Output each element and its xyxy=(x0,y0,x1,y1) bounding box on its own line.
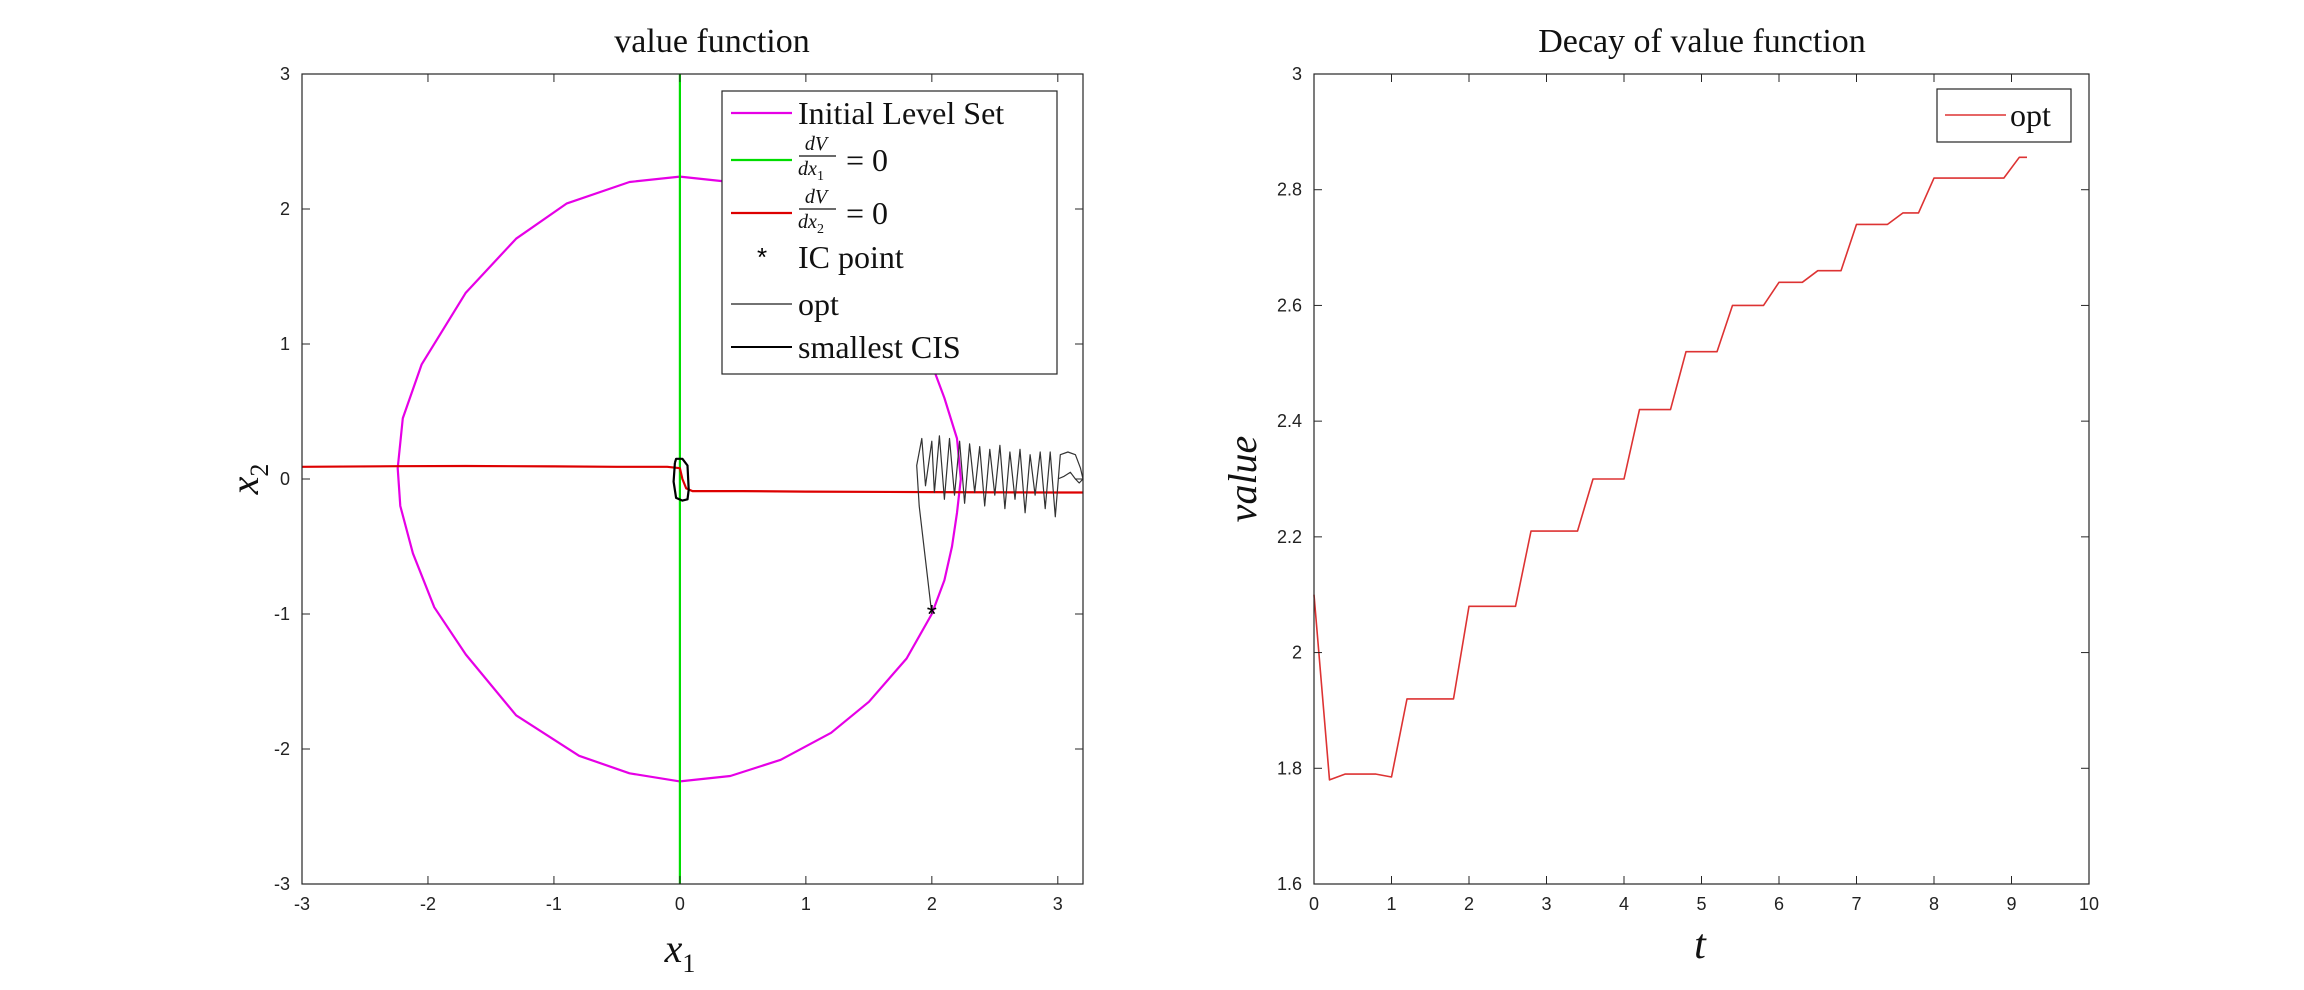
x-tick-label: -2 xyxy=(420,894,436,914)
legend-label-ic-point: IC point xyxy=(798,239,904,275)
y-tick-label: 3 xyxy=(1292,64,1302,84)
plot-area: 0 1 2 3 4 5 6 7 8 9 10 1.6 1.8 2 2.2 2.4 2.6 2.8 3 xyxy=(1277,64,2099,914)
legend-dvdx2-rhs: = 0 xyxy=(846,195,888,231)
decay-of-value-function-chart: Decay of value function 0 1 2 3 4 5 6 7 8 9 10 1.6 1… xyxy=(1220,23,2099,968)
x-tick-label: 9 xyxy=(2006,894,2016,914)
legend-label-opt: opt xyxy=(798,286,839,322)
legend-label-dvdx2: dV dx2 = 0 xyxy=(798,186,888,237)
y-tick-label: -1 xyxy=(274,604,290,624)
x-tick-label: -3 xyxy=(294,894,310,914)
legend-label-initial-level-set: Initial Level Set xyxy=(798,95,1004,131)
x-tick-label: 2 xyxy=(1464,894,1474,914)
series-line-smallest-cis xyxy=(672,457,690,502)
x-tick-label: 3 xyxy=(1053,894,1063,914)
series-group xyxy=(1313,156,2027,781)
series-line-opt xyxy=(1313,156,2027,781)
x-axis-label: x1 xyxy=(664,926,696,978)
x-axis-label: t xyxy=(1694,922,1707,968)
legend-dvdx1-denominator: dx xyxy=(798,158,817,180)
x-tick-label: 10 xyxy=(2079,894,2099,914)
y-tick-label: 2.6 xyxy=(1277,295,1302,315)
y-tick-label: 1.8 xyxy=(1277,758,1302,778)
svg-text:dx2: dx2 xyxy=(798,211,824,237)
x-tick-label: 0 xyxy=(675,894,685,914)
legend-label-dvdx1: dV dx1 = 0 xyxy=(798,133,888,184)
ic-point-marker: * xyxy=(927,599,937,629)
series-line-opt xyxy=(916,435,1084,615)
x-tick-label: -1 xyxy=(546,894,562,914)
svg-text:x2: x2 xyxy=(222,464,274,496)
plot-background xyxy=(1314,74,2089,884)
legend-dvdx2-denominator-sub: 2 xyxy=(817,222,824,237)
y-tick-label: 1 xyxy=(280,334,290,354)
series-line-dv-dx2-0 xyxy=(301,464,1083,494)
legend-label-smallest-cis: smallest CIS xyxy=(798,329,961,365)
y-tick-label: 1.6 xyxy=(1277,874,1302,894)
y-axis-label: value xyxy=(1220,436,1265,523)
x-axis-label-sub: 1 xyxy=(682,949,695,978)
y-axis-label: x2 xyxy=(222,464,274,496)
y-tick-label: -3 xyxy=(274,874,290,894)
legend-label-opt: opt xyxy=(2010,97,2051,133)
y-tick-label: 2 xyxy=(280,199,290,219)
legend-dvdx1-rhs: = 0 xyxy=(846,142,888,178)
x-axis-label-text: x xyxy=(664,926,683,971)
y-tick-label: 2 xyxy=(1292,643,1302,663)
x-tick-label: 8 xyxy=(1929,894,1939,914)
x-tick-label: 2 xyxy=(927,894,937,914)
y-axis-label-sub: 2 xyxy=(245,464,274,477)
y-tick-label: 2.2 xyxy=(1277,527,1302,547)
x-tick-label: 1 xyxy=(801,894,811,914)
y-tick-label: 3 xyxy=(280,64,290,84)
ticks-group: 0 1 2 3 4 5 6 7 8 9 10 1.6 1.8 2 2.2 2.4 2.6 2.8 3 xyxy=(1277,64,2099,914)
chart-title: Decay of value function xyxy=(1538,23,1866,60)
legend-swatch-ic-point: * xyxy=(757,242,767,272)
x-tick-label: 1 xyxy=(1386,894,1396,914)
y-tick-label: 0 xyxy=(280,469,290,489)
x-tick-label: 6 xyxy=(1774,894,1784,914)
ticks-group: -3 -2 -1 0 1 2 3 -3 -2 -1 0 1 2 3 xyxy=(274,64,1083,914)
x-tick-label: 7 xyxy=(1851,894,1861,914)
legend-box xyxy=(721,90,1058,375)
y-axis-label-text: x xyxy=(222,476,267,495)
svg-text:x1: x1 xyxy=(664,926,696,978)
legend-dvdx1-numerator: dV xyxy=(805,133,830,155)
y-tick-label: -2 xyxy=(274,739,290,759)
plot-frame xyxy=(301,73,1084,885)
svg-text:dx1: dx1 xyxy=(798,158,824,184)
legend-dvdx2-numerator: dV xyxy=(805,186,830,208)
plot-frame xyxy=(1313,73,2090,885)
x-tick-label: 0 xyxy=(1309,894,1319,914)
y-tick-label: 2.8 xyxy=(1277,180,1302,200)
legend: opt xyxy=(1936,88,2072,143)
x-tick-label: 3 xyxy=(1541,894,1551,914)
x-tick-label: 4 xyxy=(1619,894,1629,914)
legend: Initial Level Set dV dx1 = 0 dV dx2 = 0 … xyxy=(721,90,1058,375)
x-tick-label: 5 xyxy=(1696,894,1706,914)
y-tick-label: 2.4 xyxy=(1277,411,1302,431)
chart-title: value function xyxy=(614,23,809,60)
legend-dvdx2-denominator: dx xyxy=(798,211,817,233)
legend-dvdx1-denominator-sub: 1 xyxy=(817,169,824,184)
